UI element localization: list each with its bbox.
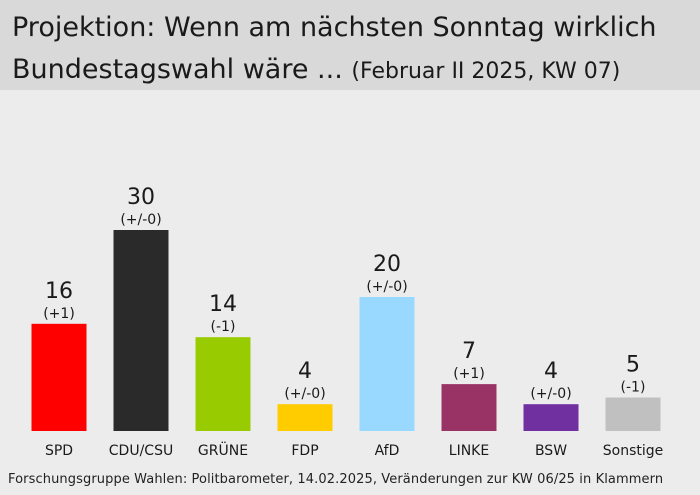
chart-subtitle: (Februar II 2025, KW 07): [351, 59, 621, 84]
bar-bsw: [523, 404, 579, 431]
bar-linke: [441, 384, 497, 431]
category-label-fdp: FDP: [291, 443, 318, 459]
value-label-bsw: 4: [544, 359, 558, 384]
bar-cdu-csu: [113, 230, 169, 431]
value-label-linke: 7: [462, 339, 476, 364]
category-label-afd: AfD: [375, 443, 400, 459]
source-note: Forschungsgruppe Wahlen: Politbarometer,…: [8, 472, 664, 487]
value-label-spd: 16: [45, 279, 73, 304]
bar-afd: [359, 297, 415, 431]
change-label-sonstige: (-1): [621, 380, 646, 396]
bar-chart: (+1) 16 SPD (+/-0) 30 CDU/CSU (-1) 14 GRÜNE (+/-0…: [31, 185, 664, 459]
value-label-fdp: 4: [298, 359, 312, 384]
value-label-cdu-csu: 30: [127, 185, 155, 210]
change-label-bsw: (+/-0): [530, 386, 571, 402]
bar-spd: [31, 323, 87, 431]
category-label-gr-ne: GRÜNE: [198, 441, 248, 459]
value-label-gr-ne: 14: [209, 292, 237, 317]
category-label-cdu-csu: CDU/CSU: [109, 443, 173, 459]
bar-gr-ne: [195, 337, 251, 431]
category-label-spd: SPD: [45, 443, 73, 459]
change-label-afd: (+/-0): [366, 279, 407, 295]
category-label-sonstige: Sonstige: [603, 443, 664, 459]
value-label-afd: 20: [373, 252, 401, 277]
change-label-spd: (+1): [43, 306, 75, 322]
chart-title-continued: Bundestagswahl wäre ...: [12, 54, 343, 85]
change-label-gr-ne: (-1): [211, 319, 236, 335]
value-label-sonstige: 5: [626, 353, 640, 378]
change-label-cdu-csu: (+/-0): [120, 212, 161, 228]
chart-title: Projektion: Wenn am nächsten Sonntag wir…: [12, 12, 657, 43]
category-label-linke: LINKE: [449, 443, 489, 459]
category-label-bsw: BSW: [535, 443, 567, 459]
bar-fdp: [277, 404, 333, 431]
change-label-fdp: (+/-0): [284, 386, 325, 402]
chart-header: Projektion: Wenn am nächsten Sonntag wir…: [0, 0, 700, 90]
change-label-linke: (+1): [453, 366, 485, 382]
chart-title-second-line: Bundestagswahl wäre ... (Februar II 2025…: [12, 54, 620, 85]
bar-sonstige: [605, 397, 661, 431]
